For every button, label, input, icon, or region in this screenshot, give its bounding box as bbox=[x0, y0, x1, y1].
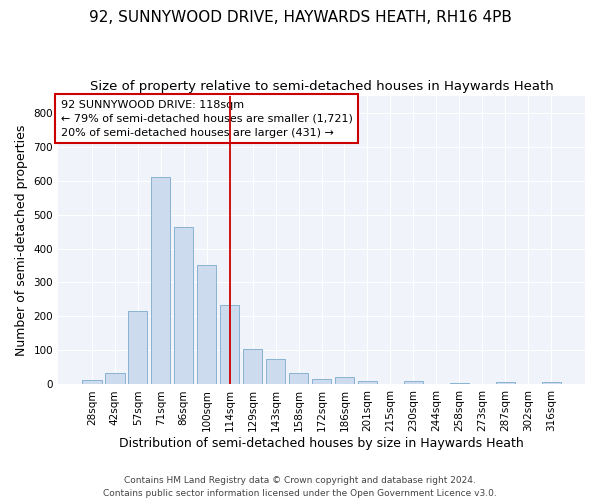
Bar bbox=[82, 380, 101, 384]
Bar bbox=[151, 177, 170, 384]
Bar bbox=[220, 306, 239, 384]
Bar bbox=[174, 228, 193, 384]
Bar bbox=[105, 372, 125, 384]
Bar bbox=[243, 350, 262, 384]
Bar bbox=[496, 382, 515, 384]
Bar bbox=[404, 381, 423, 384]
Bar bbox=[449, 383, 469, 384]
Bar bbox=[266, 359, 286, 384]
Bar bbox=[312, 380, 331, 384]
Bar bbox=[197, 265, 217, 384]
Text: Contains HM Land Registry data © Crown copyright and database right 2024.
Contai: Contains HM Land Registry data © Crown c… bbox=[103, 476, 497, 498]
X-axis label: Distribution of semi-detached houses by size in Haywards Heath: Distribution of semi-detached houses by … bbox=[119, 437, 524, 450]
Title: Size of property relative to semi-detached houses in Haywards Heath: Size of property relative to semi-detach… bbox=[89, 80, 553, 93]
Text: 92 SUNNYWOOD DRIVE: 118sqm
← 79% of semi-detached houses are smaller (1,721)
20%: 92 SUNNYWOOD DRIVE: 118sqm ← 79% of semi… bbox=[61, 100, 353, 138]
Bar bbox=[358, 380, 377, 384]
Bar bbox=[542, 382, 561, 384]
Bar bbox=[335, 377, 354, 384]
Bar bbox=[289, 373, 308, 384]
Bar bbox=[128, 312, 148, 384]
Text: 92, SUNNYWOOD DRIVE, HAYWARDS HEATH, RH16 4PB: 92, SUNNYWOOD DRIVE, HAYWARDS HEATH, RH1… bbox=[89, 10, 511, 25]
Y-axis label: Number of semi-detached properties: Number of semi-detached properties bbox=[15, 124, 28, 356]
